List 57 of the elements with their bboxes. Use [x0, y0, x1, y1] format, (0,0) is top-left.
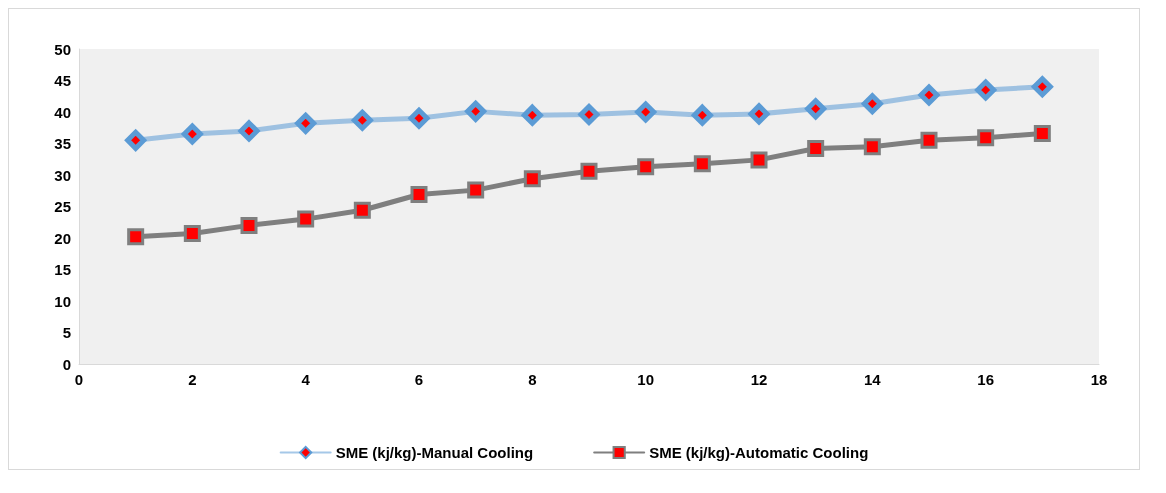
point	[523, 170, 541, 188]
point	[918, 84, 940, 106]
x-tick-label: 10	[637, 371, 655, 388]
point	[295, 112, 317, 134]
y-tick-label: 15	[54, 261, 71, 278]
y-tick-label: 0	[62, 355, 71, 373]
point	[521, 104, 543, 126]
point	[467, 181, 485, 199]
x-tick-label: 16	[977, 371, 995, 388]
point	[805, 98, 827, 120]
x-tick-label: 12	[750, 371, 768, 388]
point	[297, 210, 315, 228]
y-tick-label: 45	[54, 72, 71, 89]
point	[635, 101, 657, 123]
point	[1033, 124, 1051, 142]
x-tick-label: 0	[74, 371, 84, 388]
point	[353, 201, 371, 219]
point	[127, 228, 145, 246]
y-tick-label: 10	[54, 292, 71, 310]
point	[580, 162, 598, 180]
point	[637, 158, 655, 176]
point	[238, 120, 260, 142]
y-tick-label: 35	[54, 135, 71, 152]
y-tick-label: 5	[62, 324, 71, 341]
point	[691, 104, 713, 126]
x-tick-label: 14	[863, 371, 882, 388]
point	[465, 100, 487, 122]
y-tick-label: 40	[54, 103, 71, 121]
point	[748, 103, 770, 125]
point	[863, 138, 881, 156]
point	[408, 107, 430, 129]
x-tick-label: 6	[414, 371, 424, 388]
y-tick-label: 20	[54, 229, 71, 247]
legend-label: SME (kj/kg)-Automatic Cooling	[649, 444, 869, 461]
point	[125, 129, 147, 151]
point	[578, 104, 600, 126]
point	[351, 109, 373, 131]
point	[920, 131, 938, 149]
y-tick-label: 30	[54, 166, 71, 184]
point	[807, 140, 825, 158]
x-tick-label: 8	[528, 371, 537, 388]
point	[977, 129, 995, 147]
x-tick-label: 4	[301, 371, 311, 388]
point	[410, 186, 428, 204]
point	[240, 216, 258, 234]
point	[750, 151, 768, 169]
point	[861, 93, 883, 115]
x-tick-label: 18	[1090, 371, 1108, 388]
legend-label: SME (kj/kg)-Manual Cooling	[335, 444, 534, 461]
y-tick-label: 50	[54, 40, 71, 58]
point	[693, 155, 711, 173]
x-tick-label: 2	[188, 371, 197, 388]
point	[975, 79, 997, 101]
point	[1031, 76, 1053, 98]
point	[183, 225, 201, 243]
point	[181, 123, 203, 145]
y-tick-label: 25	[54, 198, 71, 215]
